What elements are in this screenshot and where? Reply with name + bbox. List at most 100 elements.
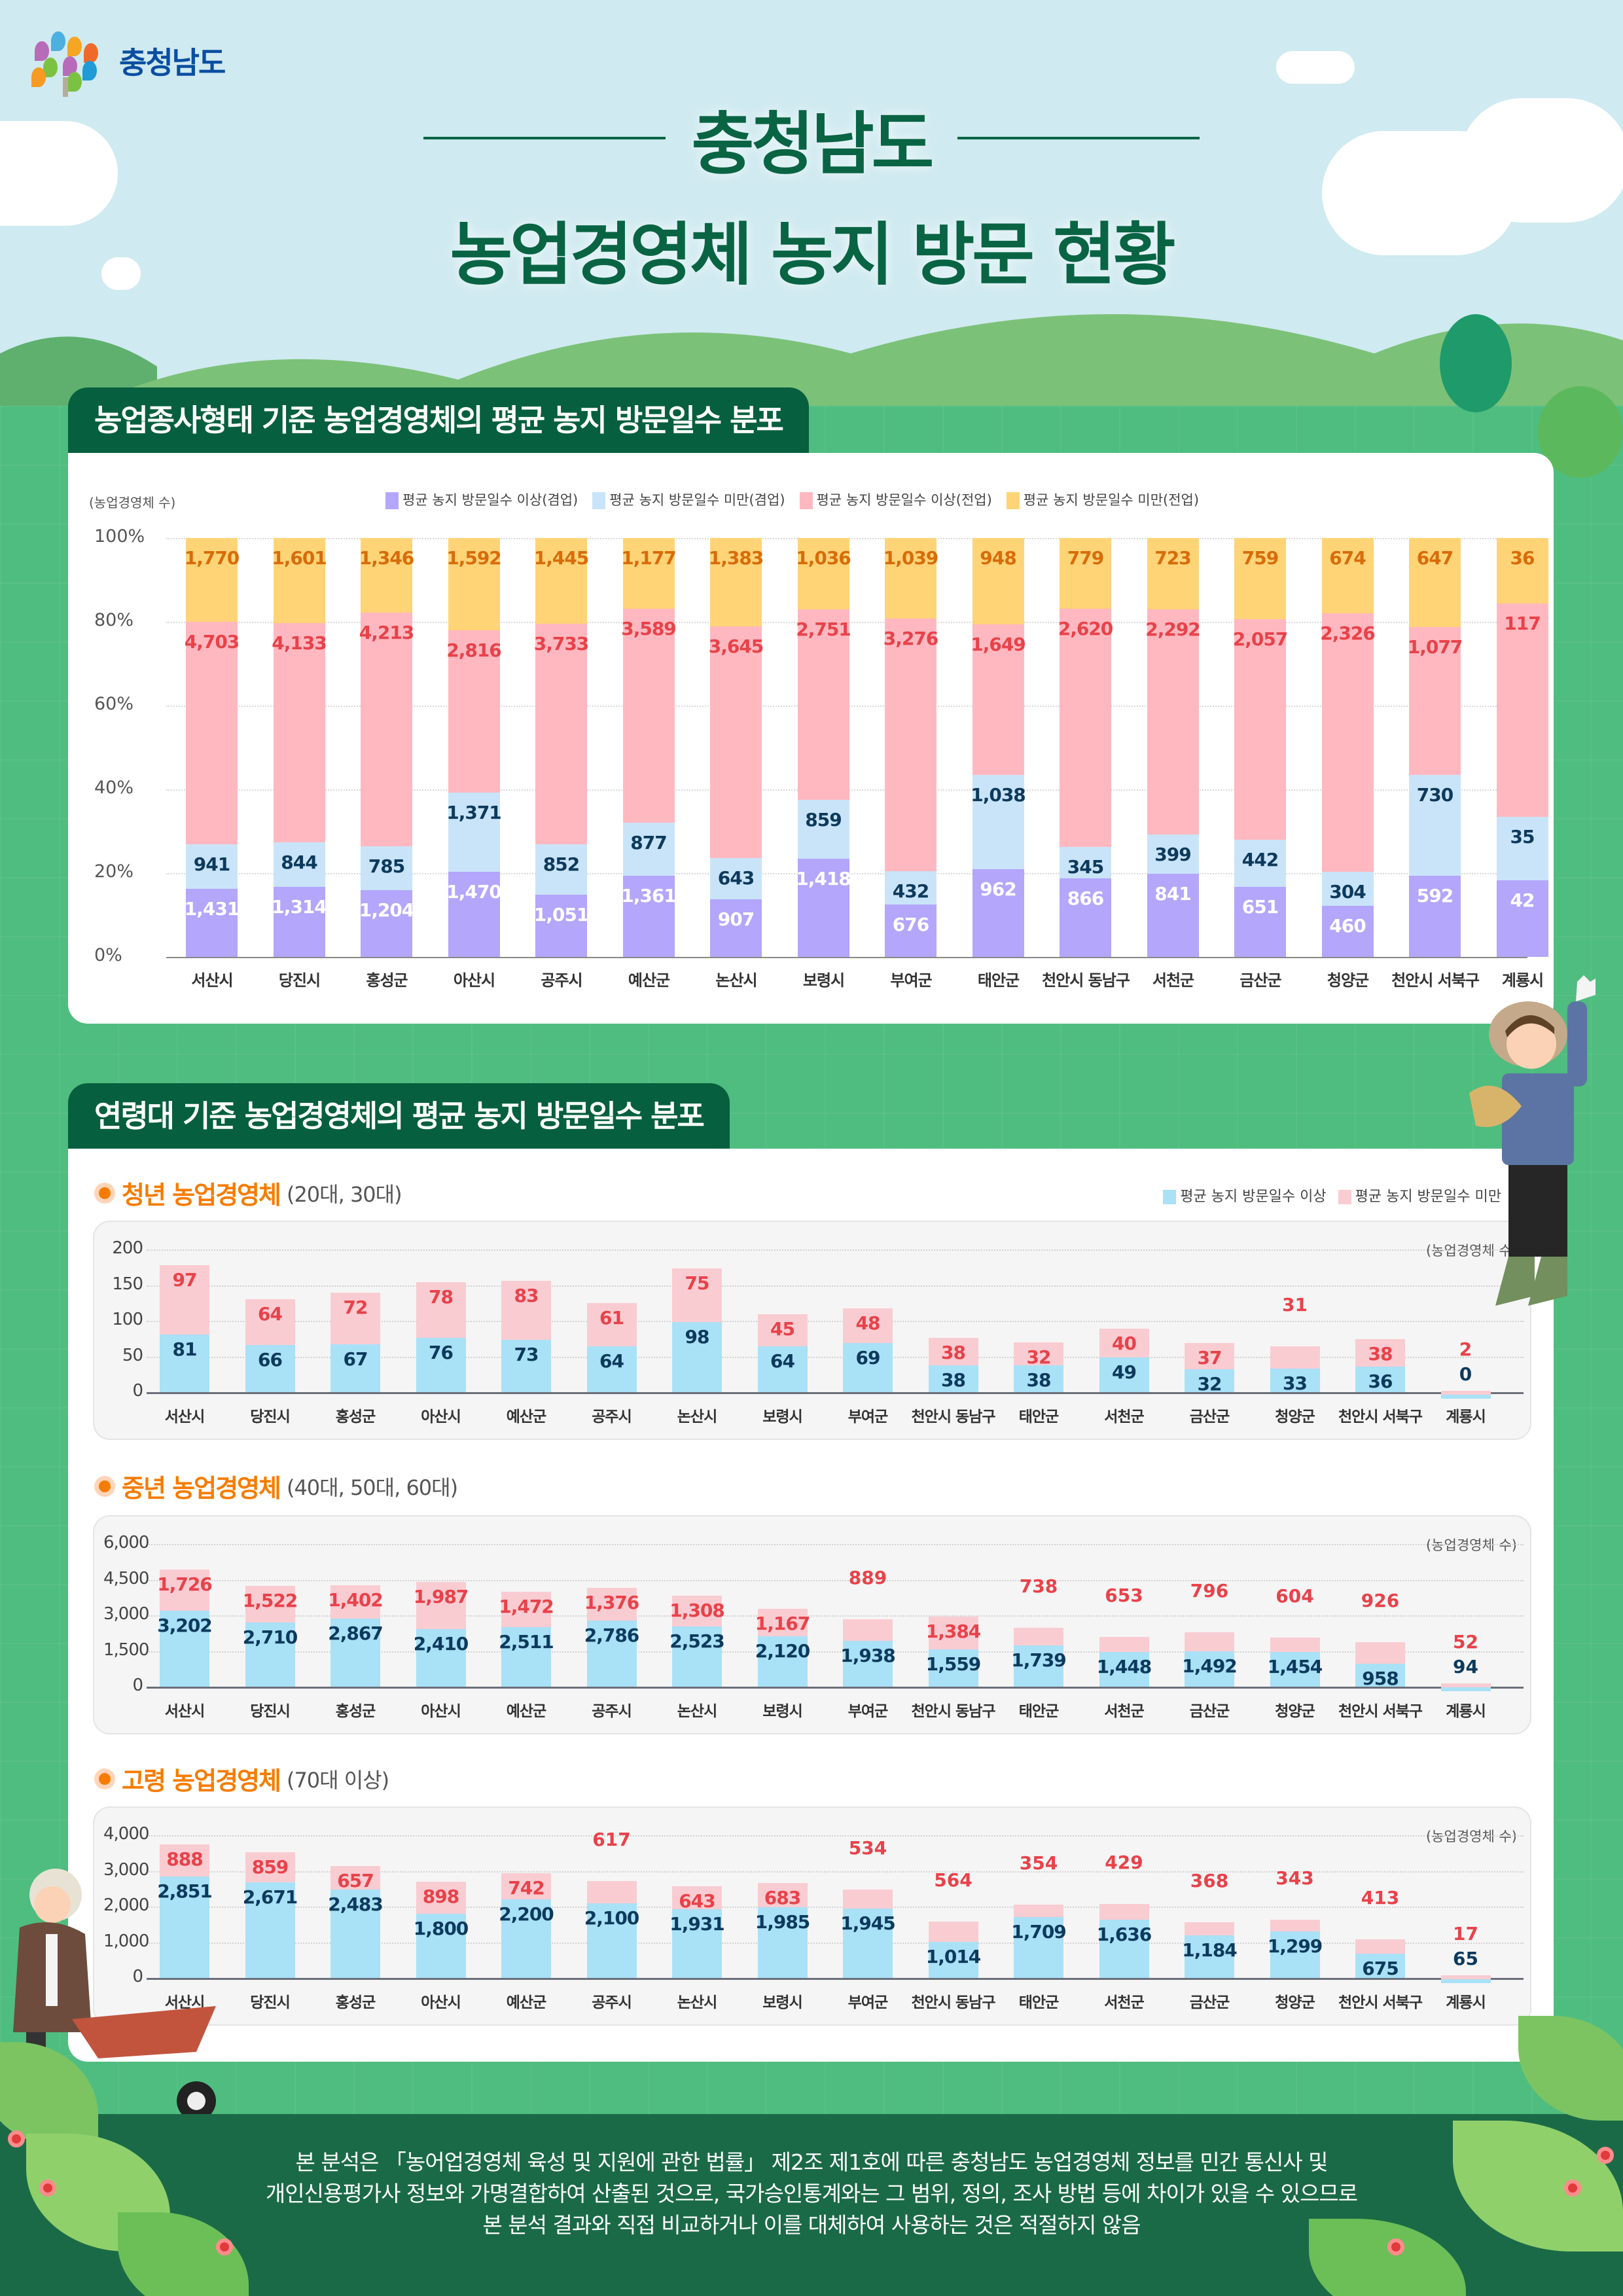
x-category-label: 예산군 xyxy=(506,1703,546,1720)
x-category-label: 천안시 동남구 xyxy=(911,1994,996,2011)
y-tick-label: 4,000 xyxy=(103,1824,149,1844)
bar-segment-below-avg: 32 xyxy=(1014,1342,1063,1368)
stacked-bar: 1,592 2,816 1,371 1,470 xyxy=(446,538,502,957)
bar-segment-below-avg: 1,402 xyxy=(328,1585,383,1619)
bar-segment-below-avg: 78 xyxy=(416,1282,466,1338)
x-category-label: 부여군 xyxy=(847,1994,888,2011)
stacked-bar: 75 98 xyxy=(672,1268,722,1392)
bar-segment-below-avg xyxy=(1355,1939,1405,1954)
y-tick-label: 150 xyxy=(112,1274,143,1294)
bar-segment: 647 xyxy=(1409,538,1461,627)
section1-heading: 농업종사형태 기준 농업경영체의 평균 농지 방문일수 분포 xyxy=(68,387,809,453)
bar-segment-below-avg: 1,522 xyxy=(243,1586,298,1623)
bar-segment-below-avg: 683 xyxy=(757,1882,808,1909)
stacked-bar: 643 1,931 xyxy=(669,1886,725,1978)
x-category-label: 천안시 동남구 xyxy=(911,1408,996,1426)
legend-item: 평균 농지 방문일수 미만(전업) xyxy=(1006,490,1199,509)
bar-segment-above-avg: 64 xyxy=(757,1346,808,1392)
bar-segment: 852 xyxy=(535,844,587,895)
x-category-label: 홍성군 xyxy=(366,971,408,990)
footer-line: 본 분석은 「농어업경영체 육성 및 지원에 관한 법률」 제2조 제1호에 따… xyxy=(295,2149,1328,2175)
x-category-label: 계룡시 xyxy=(1446,1703,1486,1720)
x-category-label: 홍성군 xyxy=(335,1994,376,2011)
bar-segment-above-avg: 1,800 xyxy=(414,1913,469,1978)
bar-segment: 1,204 xyxy=(359,889,414,957)
bar-segment-below-avg: 38 xyxy=(1355,1339,1405,1367)
legend-label: 평균 농지 방문일수 이상(겸업) xyxy=(402,492,579,508)
x-category-label: 공주시 xyxy=(592,1703,632,1720)
legend-swatch xyxy=(1163,1190,1177,1204)
bar-segment: 3,645 xyxy=(709,626,764,859)
bar-segment: 1,649 xyxy=(971,624,1026,775)
bar-segment: 730 xyxy=(1409,775,1461,876)
y-tick-label: 80% xyxy=(94,610,134,630)
chungnam-tree-logo-icon xyxy=(31,31,110,97)
gridline xyxy=(147,1356,1524,1358)
farmer-grandma-illustration xyxy=(13,1869,216,2121)
bar-segment-below-avg: 83 xyxy=(501,1280,551,1340)
flower-decoration xyxy=(216,2238,233,2255)
chart1-ylabel: (농업경영체 수) xyxy=(89,495,176,511)
senior-subheading: 고령 농업경영체 (70대 이상) xyxy=(94,1761,389,1797)
bar-segment: 3,733 xyxy=(534,623,589,844)
bar-segment: 3,276 xyxy=(883,618,938,872)
gridline xyxy=(147,1615,1524,1617)
stacked-bar: 657 2,483 xyxy=(328,1865,383,1978)
bar-segment-above-avg: 2,867 xyxy=(328,1618,383,1687)
bar-segment-above-avg: 1,299 xyxy=(1268,1931,1323,1978)
x-category-label: 부여군 xyxy=(890,971,932,990)
stacked-bar: 1,945 xyxy=(840,1889,896,1978)
bar-segment: 1,445 xyxy=(534,538,589,624)
bar-segment: 1,077 xyxy=(1408,626,1463,776)
senior-chart: (농업경영체 수) 0 1,000 2,000 3,000 4,000 888 2,851 서산… xyxy=(93,1806,1531,2026)
bar-segment-below-avg xyxy=(1440,1390,1491,1395)
stacked-bar: 1,299 xyxy=(1268,1919,1323,1978)
bar-value-label: 429 xyxy=(1105,1852,1143,1874)
bullet-icon xyxy=(94,1475,115,1497)
stacked-bar: 1,383 3,645 643 907 xyxy=(709,538,764,957)
bar-segment: 36 xyxy=(1496,538,1548,604)
stacked-bar: 948 1,649 1,038 962 xyxy=(971,538,1026,957)
stacked-bar: 45 64 xyxy=(757,1314,808,1392)
bar-segment-above-avg: 958 xyxy=(1355,1664,1405,1689)
gridline xyxy=(147,1321,1524,1322)
x-category-label: 보령시 xyxy=(762,1408,802,1426)
gridline xyxy=(147,1942,1524,1944)
stacked-bar: 33 xyxy=(1270,1346,1320,1394)
x-category-label: 당진시 xyxy=(250,1408,290,1426)
bar-segment: 4,213 xyxy=(359,613,414,847)
bar-value-label: 413 xyxy=(1361,1886,1400,1909)
bar-segment-above-avg: 1,709 xyxy=(1011,1916,1067,1978)
stacked-bar: 1,601 4,133 844 1,314 xyxy=(272,538,327,957)
bar-segment-below-avg: 1,384 xyxy=(926,1617,981,1650)
x-category-label: 공주시 xyxy=(592,1994,632,2011)
bar-segment-above-avg: 2,120 xyxy=(755,1636,810,1687)
bar-segment: 1,770 xyxy=(185,538,240,622)
bar-segment-above-avg: 2,511 xyxy=(499,1626,554,1687)
bar-segment-above-avg: 81 xyxy=(160,1334,209,1392)
bar-segment: 4,703 xyxy=(185,622,240,845)
bar-segment-above-avg: 1,492 xyxy=(1182,1651,1238,1687)
y-tick-label: 60% xyxy=(94,694,134,714)
stacked-bar: 1,384 1,559 xyxy=(926,1617,981,1687)
bar-value-label: 564 xyxy=(934,1869,972,1891)
stacked-bar: 1,167 2,120 xyxy=(755,1608,810,1687)
x-category-label: 천안시 서북구 xyxy=(1338,1408,1423,1426)
legend-swatch xyxy=(385,492,399,509)
gridline xyxy=(147,1871,1524,1873)
bar-segment-above-avg: 32 xyxy=(1185,1369,1234,1395)
bar-value-label: 617 xyxy=(592,1828,631,1850)
tree-decoration xyxy=(1538,386,1623,478)
stacked-bar: 723 2,292 399 841 xyxy=(1145,538,1201,957)
x-category-label: 태안군 xyxy=(1018,1994,1059,2011)
x-category-label: 서천군 xyxy=(1104,1408,1144,1426)
bar-segment-above-avg: 1,014 xyxy=(926,1941,981,1978)
bar-value-label: 2 xyxy=(1459,1338,1472,1360)
bar-segment-below-avg xyxy=(843,1889,893,1909)
x-category-label: 논산시 xyxy=(677,1408,717,1426)
stacked-bar: 898 1,800 xyxy=(414,1881,469,1978)
bar-segment: 1,431 xyxy=(185,889,240,957)
stacked-bar: 64 66 xyxy=(245,1299,295,1392)
bar-segment-below-avg: 61 xyxy=(586,1302,637,1347)
bar-value-label: 343 xyxy=(1275,1867,1314,1889)
